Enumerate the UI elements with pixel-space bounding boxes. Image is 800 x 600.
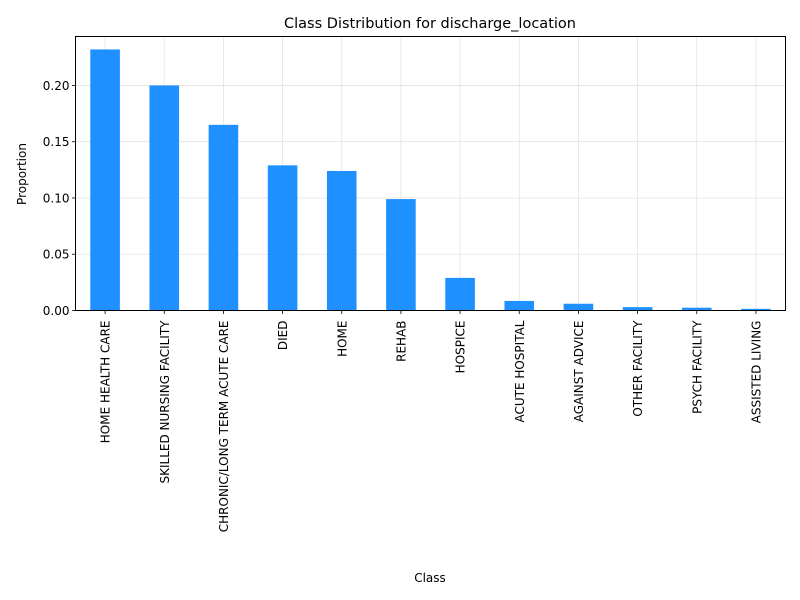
y-ticks: 0.00 0.05 0.10 0.15 0.20	[43, 79, 76, 318]
x-ticks: HOME HEALTH CARE SKILLED NURSING FACILITY…	[99, 310, 763, 533]
bar	[326, 170, 357, 311]
bar	[445, 277, 475, 311]
x-tick-label: CHRONIC/LONG TERM ACUTE CARE	[217, 321, 231, 533]
bar	[267, 165, 298, 311]
x-tick-label: AGAINST ADVICE	[572, 321, 586, 423]
bar	[681, 307, 712, 311]
x-tick-label: PSYCH FACILITY	[690, 320, 704, 414]
bar	[208, 124, 239, 311]
x-tick-label: HOME	[335, 321, 349, 357]
bar	[741, 308, 771, 311]
y-tick-label: 0.15	[43, 135, 70, 149]
y-tick-label: 0.20	[43, 79, 70, 93]
bars	[90, 49, 771, 311]
x-tick-label: ACUTE HOSPITAL	[513, 320, 527, 422]
x-tick-label: OTHER FACILITY	[631, 320, 645, 417]
bar	[504, 300, 535, 311]
x-tick-label: REHAB	[394, 321, 408, 362]
y-tick-label: 0.10	[43, 191, 70, 205]
x-tick-label: SKILLED NURSING FACILITY	[158, 320, 172, 484]
x-tick-label: HOSPICE	[454, 321, 468, 374]
x-axis-label: Class	[414, 571, 446, 585]
bar	[149, 85, 180, 311]
chart-title: Class Distribution for discharge_locatio…	[284, 16, 576, 32]
grid-lines	[75, 36, 786, 311]
y-tick-label: 0.05	[43, 248, 70, 262]
bar	[563, 303, 594, 311]
y-tick-label: 0.00	[43, 304, 70, 318]
x-tick-label: HOME HEALTH CARE	[99, 321, 113, 444]
bar	[386, 199, 416, 311]
axes-frame	[75, 36, 786, 311]
y-axis-label: Proportion	[15, 143, 29, 205]
bar	[622, 307, 653, 311]
x-tick-label: DIED	[276, 321, 290, 351]
x-tick-label: ASSISTED LIVING	[749, 321, 763, 424]
bar	[90, 49, 120, 311]
